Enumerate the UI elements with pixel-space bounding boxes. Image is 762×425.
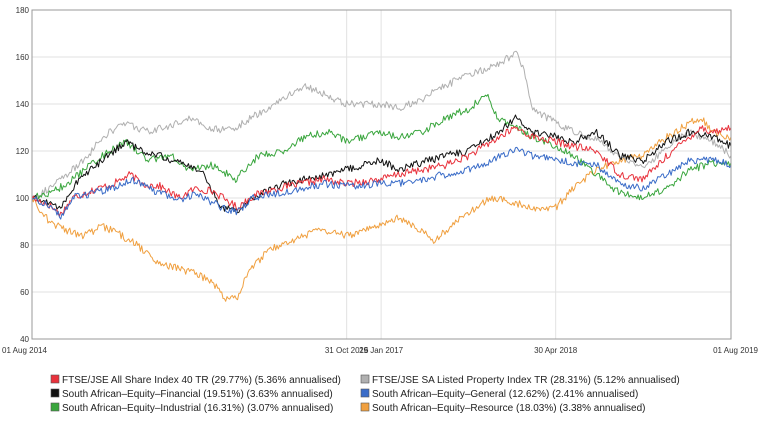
legend-swatch xyxy=(360,402,370,412)
x-tick-label: 01 Aug 2019 xyxy=(713,346,758,355)
x-tick-label: 01 Aug 2014 xyxy=(2,346,47,355)
legend-label: South African–Equity–Resource (18.03%) (… xyxy=(372,403,646,414)
x-tick-label: 29 Jan 2017 xyxy=(359,346,404,355)
series-line xyxy=(31,114,732,214)
y-tick-label: 140 xyxy=(16,100,30,109)
legend-label: South African–Equity–Industrial (16.31%)… xyxy=(62,403,333,414)
plot-frame xyxy=(31,9,732,340)
y-axis-ticks: 40 60 80 100 120 140 160 180 xyxy=(16,6,30,344)
series-line xyxy=(31,50,732,200)
y-tick-label: 60 xyxy=(20,288,29,297)
y-tick-label: 40 xyxy=(20,335,29,344)
y-tick-label: 100 xyxy=(16,194,30,203)
legend: FTSE/JSE All Share Index 40 TR (29.77%) … xyxy=(50,374,680,414)
legend-label: South African–Equity–Financial (19.51%) … xyxy=(62,389,333,400)
legend-swatch xyxy=(50,374,60,384)
y-tick-label: 80 xyxy=(20,241,29,250)
y-tick-label: 160 xyxy=(16,53,30,62)
series-line xyxy=(32,146,732,220)
grid-layer xyxy=(32,10,731,339)
legend-swatch xyxy=(50,402,60,412)
y-tick-label: 120 xyxy=(16,147,30,156)
series-layer xyxy=(31,50,732,302)
legend-label: South African–Equity–General (12.62%) (2… xyxy=(372,389,638,400)
series-line xyxy=(31,93,732,201)
legend-swatch xyxy=(50,388,60,398)
legend-swatch xyxy=(360,374,370,384)
y-tick-label: 180 xyxy=(16,6,30,15)
legend-label: FTSE/JSE All Share Index 40 TR (29.77%) … xyxy=(62,375,341,386)
legend-label: FTSE/JSE SA Listed Property Index TR (28… xyxy=(372,375,680,386)
x-tick-label: 31 Oct 2016 xyxy=(325,346,369,355)
series-line xyxy=(31,117,732,302)
legend-swatch xyxy=(360,388,370,398)
x-tick-label: 30 Apr 2018 xyxy=(534,346,578,355)
